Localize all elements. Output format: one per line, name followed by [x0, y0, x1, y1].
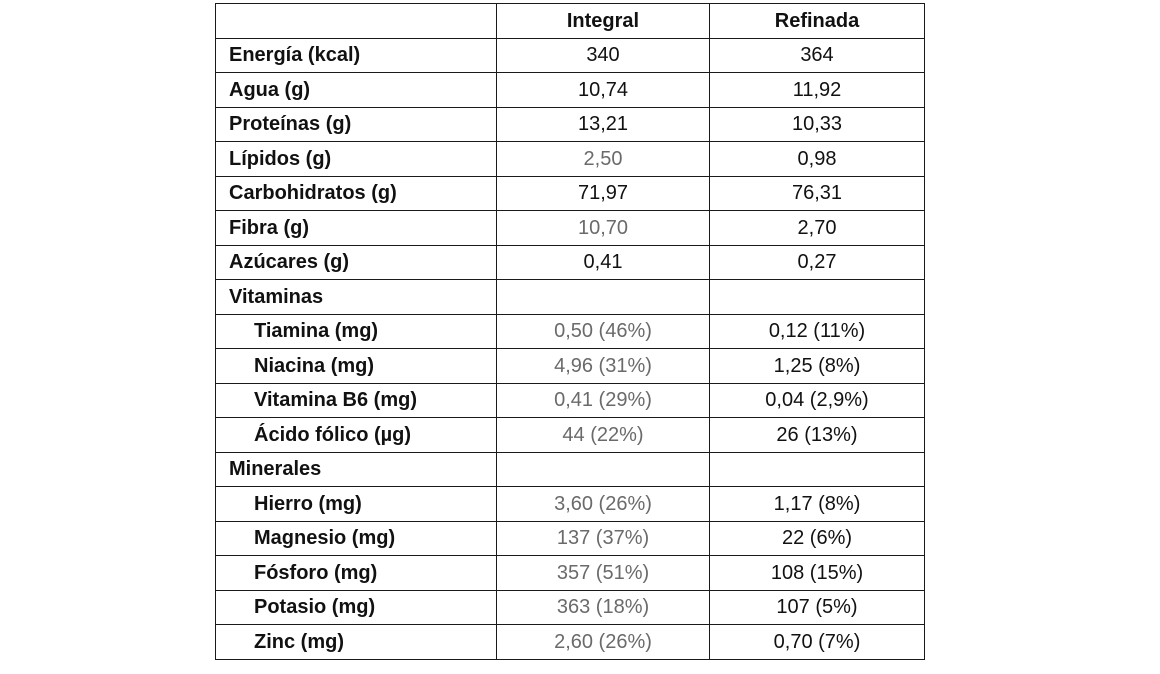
integral-value: 71,97 — [496, 175, 710, 211]
nutrient-label: Hierro (mg) — [215, 486, 497, 522]
nutrient-label: Energía (kcal) — [215, 37, 497, 73]
table-row: Azúcares (g) 0,41 0,27 — [215, 244, 925, 280]
refinada-value: 76,31 — [709, 175, 925, 211]
table-row: Tiamina (mg) 0,50 (46%) 0,12 (11%) — [215, 313, 925, 349]
integral-value: 0,41 — [496, 244, 710, 280]
nutrient-label: Niacina (mg) — [215, 348, 497, 384]
nutrient-label: Azúcares (g) — [215, 244, 497, 280]
refinada-value: 11,92 — [709, 72, 925, 108]
nutrient-label: Magnesio (mg) — [215, 520, 497, 556]
table-row: Zinc (mg) 2,60 (26%) 0,70 (7%) — [215, 624, 925, 660]
refinada-value: 26 (13%) — [709, 417, 925, 453]
table-row: Fibra (g) 10,70 2,70 — [215, 210, 925, 246]
refinada-value: 0,98 — [709, 141, 925, 177]
refinada-value: 0,27 — [709, 244, 925, 280]
refinada-value: 1,17 (8%) — [709, 486, 925, 522]
integral-value — [496, 451, 710, 487]
table-section-row: Minerales — [215, 451, 925, 487]
integral-value: 4,96 (31%) — [496, 348, 710, 384]
integral-value: 2,50 — [496, 141, 710, 177]
table-row: Ácido fólico (µg) 44 (22%) 26 (13%) — [215, 417, 925, 453]
integral-value: 0,41 (29%) — [496, 382, 710, 418]
nutrient-label: Proteínas (g) — [215, 106, 497, 142]
refinada-value: 108 (15%) — [709, 555, 925, 591]
table-row: Niacina (mg) 4,96 (31%) 1,25 (8%) — [215, 348, 925, 384]
nutrient-label: Tiamina (mg) — [215, 313, 497, 349]
integral-value: 2,60 (26%) — [496, 624, 710, 660]
nutrition-comparison-table: Integral Refinada Energía (kcal) 340 364 Ag… — [215, 3, 925, 660]
nutrient-label: Carbohidratos (g) — [215, 175, 497, 211]
table-row: Potasio (mg) 363 (18%) 107 (5%) — [215, 589, 925, 625]
refinada-value: 22 (6%) — [709, 520, 925, 556]
nutrient-label: Fósforo (mg) — [215, 555, 497, 591]
integral-value: 0,50 (46%) — [496, 313, 710, 349]
integral-value: 340 — [496, 37, 710, 73]
integral-value — [496, 279, 710, 315]
section-label: Minerales — [215, 451, 497, 487]
nutrient-label: Agua (g) — [215, 72, 497, 108]
refinada-value: 1,25 (8%) — [709, 348, 925, 384]
table-body: Energía (kcal) 340 364 Agua (g) 10,74 11,92 Pr… — [215, 37, 925, 660]
integral-value: 137 (37%) — [496, 520, 710, 556]
nutrient-label: Zinc (mg) — [215, 624, 497, 660]
table-row: Agua (g) 10,74 11,92 — [215, 72, 925, 108]
table-row: Fósforo (mg) 357 (51%) 108 (15%) — [215, 555, 925, 591]
table-row: Magnesio (mg) 137 (37%) 22 (6%) — [215, 520, 925, 556]
integral-value: 3,60 (26%) — [496, 486, 710, 522]
refinada-value: 0,70 (7%) — [709, 624, 925, 660]
table-row: Carbohidratos (g) 71,97 76,31 — [215, 175, 925, 211]
section-label: Vitaminas — [215, 279, 497, 315]
header-integral: Integral — [496, 3, 710, 39]
refinada-value: 107 (5%) — [709, 589, 925, 625]
nutrient-label: Vitamina B6 (mg) — [215, 382, 497, 418]
table-header-row: Integral Refinada — [215, 3, 925, 39]
refinada-value — [709, 279, 925, 315]
table-row: Lípidos (g) 2,50 0,98 — [215, 141, 925, 177]
integral-value: 363 (18%) — [496, 589, 710, 625]
table-row: Energía (kcal) 340 364 — [215, 37, 925, 73]
nutrient-label: Fibra (g) — [215, 210, 497, 246]
integral-value: 13,21 — [496, 106, 710, 142]
integral-value: 44 (22%) — [496, 417, 710, 453]
refinada-value: 0,12 (11%) — [709, 313, 925, 349]
nutrient-label: Lípidos (g) — [215, 141, 497, 177]
refinada-value: 364 — [709, 37, 925, 73]
refinada-value: 0,04 (2,9%) — [709, 382, 925, 418]
refinada-value: 10,33 — [709, 106, 925, 142]
integral-value: 357 (51%) — [496, 555, 710, 591]
refinada-value — [709, 451, 925, 487]
refinada-value: 2,70 — [709, 210, 925, 246]
table-row: Proteínas (g) 13,21 10,33 — [215, 106, 925, 142]
integral-value: 10,70 — [496, 210, 710, 246]
integral-value: 10,74 — [496, 72, 710, 108]
header-empty-cell — [215, 3, 497, 39]
header-refinada: Refinada — [709, 3, 925, 39]
table-row: Hierro (mg) 3,60 (26%) 1,17 (8%) — [215, 486, 925, 522]
table-row: Vitamina B6 (mg) 0,41 (29%) 0,04 (2,9%) — [215, 382, 925, 418]
nutrient-label: Potasio (mg) — [215, 589, 497, 625]
table-section-row: Vitaminas — [215, 279, 925, 315]
nutrient-label: Ácido fólico (µg) — [215, 417, 497, 453]
